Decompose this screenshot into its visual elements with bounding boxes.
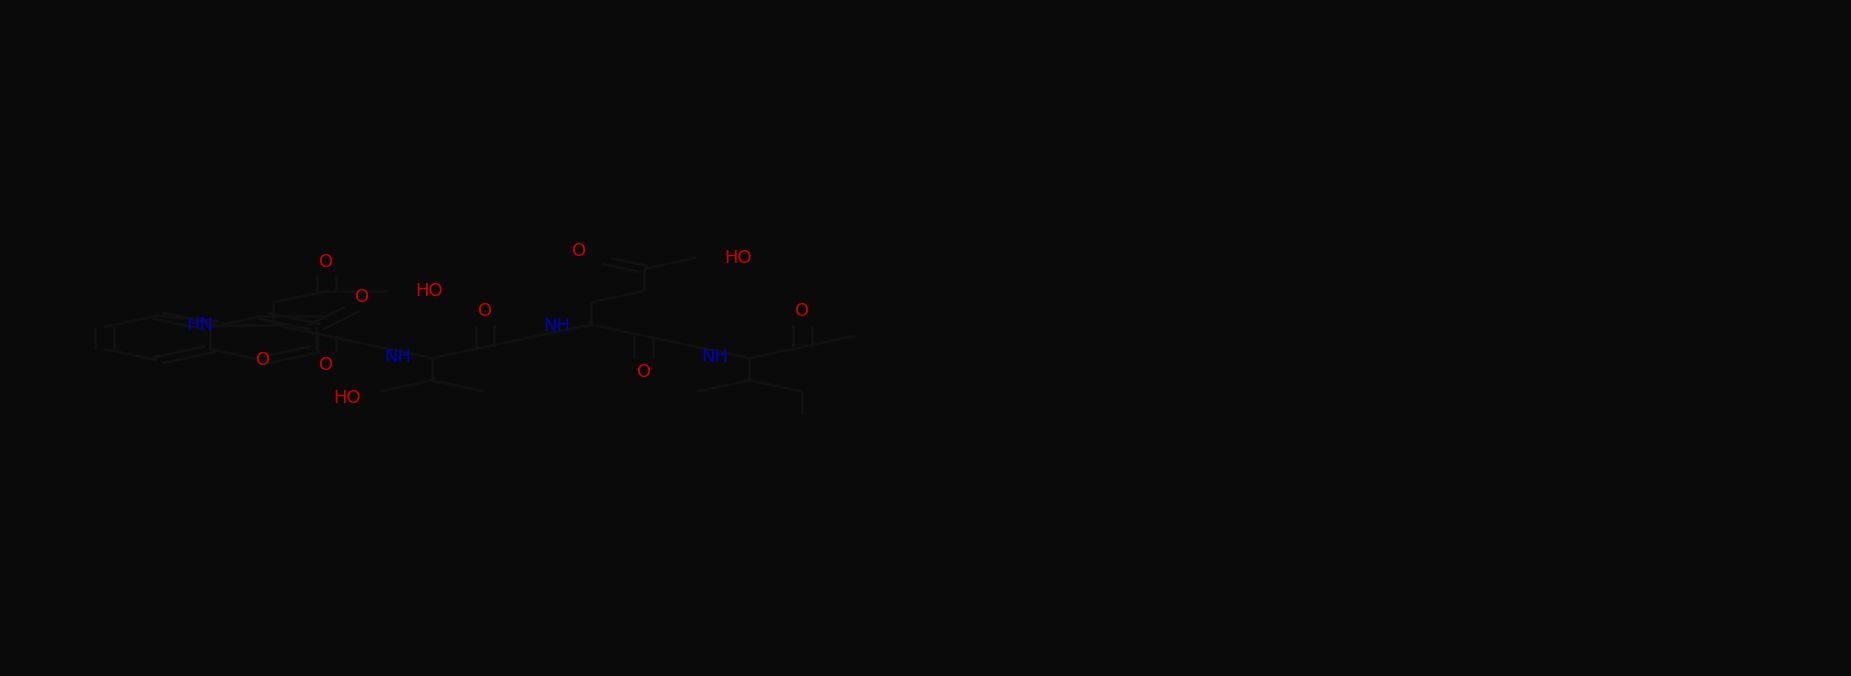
Text: NH: NH xyxy=(542,316,570,335)
Text: HO: HO xyxy=(724,249,752,267)
Text: NH: NH xyxy=(702,348,729,366)
Text: O: O xyxy=(478,302,492,320)
Text: O: O xyxy=(255,352,270,369)
Text: O: O xyxy=(318,356,333,374)
Text: HO: HO xyxy=(415,282,442,300)
Text: O: O xyxy=(355,288,368,306)
Text: NH: NH xyxy=(385,348,411,366)
Text: O: O xyxy=(318,253,333,271)
Text: O: O xyxy=(637,362,652,381)
Text: HN: HN xyxy=(187,316,213,334)
Text: HO: HO xyxy=(333,389,361,408)
Text: O: O xyxy=(796,302,809,320)
Text: O: O xyxy=(572,242,587,260)
